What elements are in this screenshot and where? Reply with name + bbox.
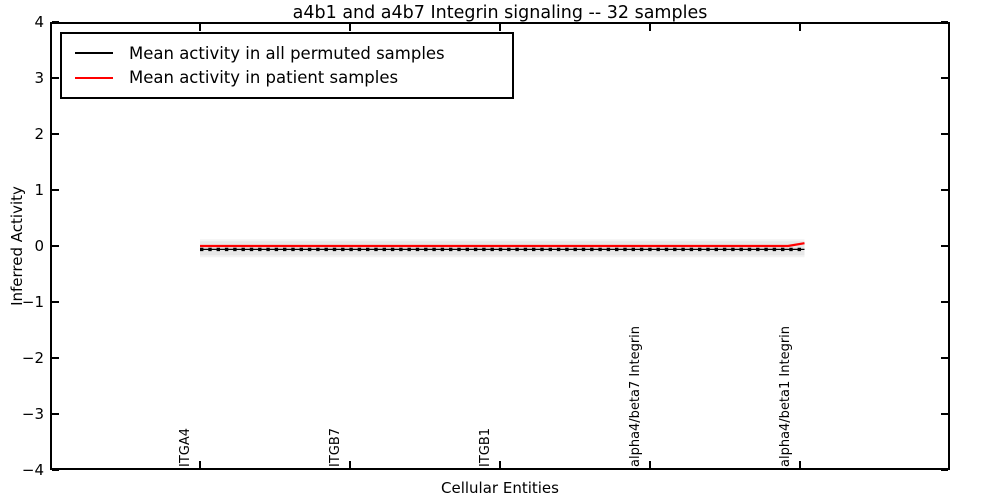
x-tick-bottom — [799, 461, 801, 468]
x-category-label: ITGA4 — [178, 427, 193, 467]
y-tick-label: −3 — [21, 405, 44, 423]
y-tick-right — [941, 357, 948, 359]
y-tick-label: 1 — [34, 181, 44, 199]
chart-title: a4b1 and a4b7 Integrin signaling -- 32 s… — [292, 3, 708, 23]
y-tick-right — [941, 413, 948, 415]
legend-item-permuted: Mean activity in all permuted samples — [75, 41, 512, 66]
y-tick-left — [52, 413, 59, 415]
y-tick-right — [941, 77, 948, 79]
x-category-label: alpha4/beta7 Integrin — [628, 325, 643, 467]
x-tick-top — [349, 24, 351, 31]
x-axis-label: Cellular Entities — [441, 479, 559, 497]
y-tick-right — [941, 301, 948, 303]
y-tick-label: −1 — [21, 293, 44, 311]
x-tick-bottom — [499, 461, 501, 468]
y-tick-left — [52, 77, 59, 79]
y-tick-label: −2 — [21, 349, 44, 367]
y-tick-right — [941, 245, 948, 247]
y-tick-left — [52, 245, 59, 247]
x-tick-bottom — [199, 461, 201, 468]
y-tick-left — [52, 469, 59, 471]
x-tick-top — [799, 24, 801, 31]
y-tick-right — [941, 21, 948, 23]
y-tick-label: 2 — [34, 125, 44, 143]
x-tick-top — [649, 24, 651, 31]
y-tick-label: 3 — [34, 69, 44, 87]
legend-item-patient: Mean activity in patient samples — [75, 66, 512, 91]
y-tick-label: 0 — [34, 237, 44, 255]
x-tick-bottom — [649, 461, 651, 468]
x-tick-top — [199, 24, 201, 31]
y-tick-left — [52, 21, 59, 23]
y-tick-left — [52, 301, 59, 303]
legend-label-patient: Mean activity in patient samples — [129, 68, 399, 88]
y-tick-left — [52, 357, 59, 359]
x-category-label: ITGB1 — [478, 427, 493, 467]
legend-label-permuted: Mean activity in all permuted samples — [129, 43, 445, 63]
y-tick-right — [941, 469, 948, 471]
x-tick-top — [499, 24, 501, 31]
legend-line-permuted-swatch — [75, 52, 113, 55]
y-tick-label: −4 — [21, 461, 44, 479]
y-tick-right — [941, 189, 948, 191]
x-category-label: alpha4/beta1 Integrin — [778, 325, 793, 467]
y-tick-right — [941, 133, 948, 135]
legend: Mean activity in all permuted samples Me… — [60, 32, 514, 99]
legend-line-patient-swatch — [75, 76, 113, 79]
y-tick-label: 4 — [34, 13, 44, 31]
x-category-label: ITGB7 — [328, 427, 343, 467]
y-tick-left — [52, 133, 59, 135]
y-tick-left — [52, 189, 59, 191]
x-tick-bottom — [349, 461, 351, 468]
